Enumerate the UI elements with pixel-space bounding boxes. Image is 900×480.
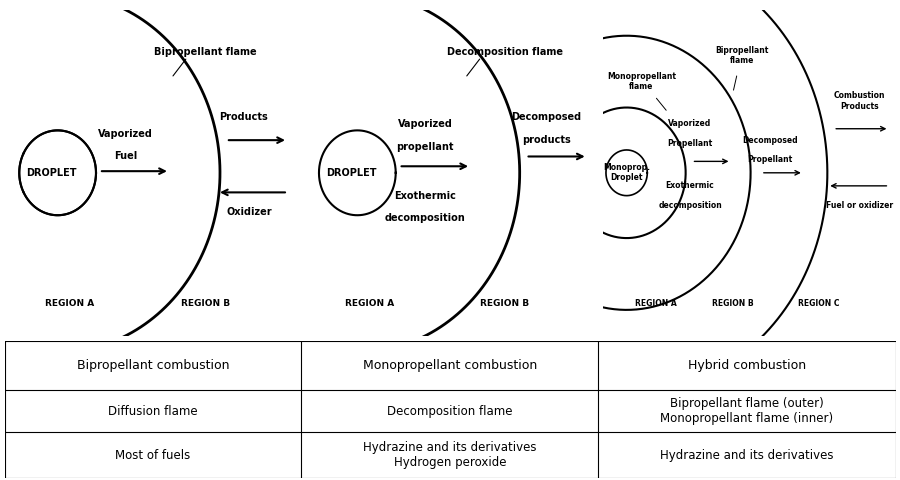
- Text: Decomposed: Decomposed: [742, 136, 797, 144]
- Text: propellant: propellant: [397, 142, 454, 152]
- Text: Decomposition flame: Decomposition flame: [387, 405, 513, 418]
- Text: Bipropellant combustion: Bipropellant combustion: [76, 359, 230, 372]
- Text: Propellant: Propellant: [747, 155, 792, 164]
- Text: Bipropellant flame: Bipropellant flame: [154, 47, 256, 57]
- Text: Vaporized: Vaporized: [398, 119, 453, 129]
- Text: REGION B: REGION B: [712, 299, 753, 308]
- Text: Monoprop.
Droplet: Monoprop. Droplet: [603, 163, 650, 182]
- Text: Decomposed: Decomposed: [511, 112, 581, 122]
- Text: Most of fuels: Most of fuels: [115, 448, 191, 462]
- Text: Hybrid combustion: Hybrid combustion: [688, 359, 806, 372]
- Text: Bipropellant flame (outer)
Monopropellant flame (inner): Bipropellant flame (outer) Monopropellan…: [661, 397, 833, 425]
- Text: Oxidizer: Oxidizer: [227, 207, 273, 217]
- Text: REGION A: REGION A: [635, 299, 677, 308]
- Text: Products: Products: [220, 112, 268, 122]
- Text: decomposition: decomposition: [385, 214, 465, 224]
- Text: Hydrazine and its derivatives
Hydrogen peroxide: Hydrazine and its derivatives Hydrogen p…: [364, 441, 536, 469]
- Text: Vaporized: Vaporized: [98, 129, 153, 139]
- Text: REGION C: REGION C: [797, 299, 839, 308]
- Text: REGION A: REGION A: [45, 299, 94, 308]
- Text: Monopropellant combustion: Monopropellant combustion: [363, 359, 537, 372]
- Text: REGION B: REGION B: [481, 299, 529, 308]
- Text: Monopropellant
flame: Monopropellant flame: [607, 72, 676, 91]
- Text: REGION A: REGION A: [345, 299, 394, 308]
- Text: Fuel or oxidizer: Fuel or oxidizer: [826, 201, 894, 210]
- Text: Vaporized: Vaporized: [669, 120, 712, 128]
- Text: Exothermic: Exothermic: [666, 181, 715, 191]
- Text: Propellant: Propellant: [668, 139, 713, 148]
- Text: Combustion
Products: Combustion Products: [834, 91, 886, 111]
- Text: Exothermic: Exothermic: [394, 191, 456, 201]
- Text: DROPLET: DROPLET: [326, 168, 377, 178]
- Text: Decomposition flame: Decomposition flame: [447, 47, 562, 57]
- Text: decomposition: decomposition: [658, 201, 722, 210]
- Text: REGION B: REGION B: [181, 299, 230, 308]
- Text: Diffusion flame: Diffusion flame: [108, 405, 198, 418]
- Text: Hydrazine and its derivatives: Hydrazine and its derivatives: [661, 448, 833, 462]
- Text: products: products: [522, 135, 571, 145]
- Text: Fuel: Fuel: [114, 152, 137, 161]
- Text: DROPLET: DROPLET: [26, 168, 77, 178]
- Text: Bipropellant
flame: Bipropellant flame: [716, 46, 769, 65]
